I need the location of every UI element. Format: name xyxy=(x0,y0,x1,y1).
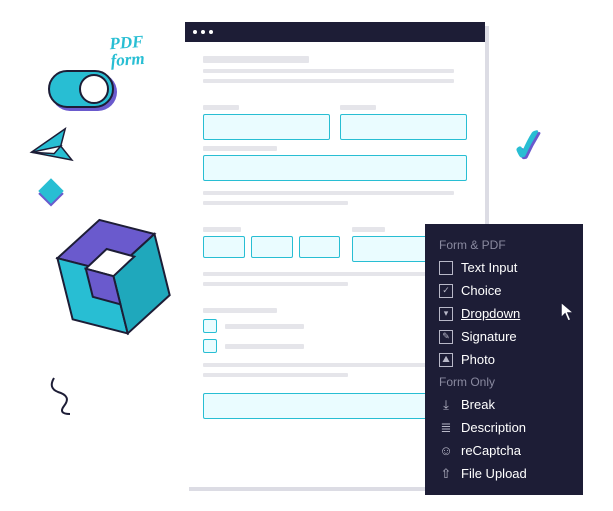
menu-item-label: Photo xyxy=(461,352,495,367)
diamond-decoration xyxy=(38,178,63,203)
skeleton-label xyxy=(203,308,277,313)
form-checkbox[interactable] xyxy=(203,319,217,333)
window-dot xyxy=(209,30,213,34)
checkmark-decoration: ✓ xyxy=(507,118,551,174)
menu-section-header: Form & PDF xyxy=(425,234,583,256)
menu-item-label: Break xyxy=(461,397,495,412)
paper-plane-decoration xyxy=(25,124,78,182)
skeleton-line xyxy=(203,191,454,195)
choice-icon: ✓ xyxy=(439,284,453,298)
file-upload-icon: ⇧ xyxy=(439,467,453,481)
skeleton-label xyxy=(340,105,376,110)
menu-item-label: Dropdown xyxy=(461,306,520,321)
window-titlebar xyxy=(185,22,485,42)
menu-item-recaptcha[interactable]: ☺ reCaptcha xyxy=(425,439,583,462)
skeleton-line xyxy=(203,363,454,367)
signature-icon: ✎ xyxy=(439,330,453,344)
menu-item-label: Choice xyxy=(461,283,501,298)
toggle-pill-decoration xyxy=(48,70,114,108)
recaptcha-icon: ☺ xyxy=(439,444,453,458)
skeleton-line xyxy=(203,79,454,83)
form-text-input[interactable] xyxy=(251,236,293,258)
menu-item-file-upload[interactable]: ⇧ File Upload xyxy=(425,462,583,485)
skeleton-label xyxy=(203,105,239,110)
cube-decoration xyxy=(34,196,195,368)
skeleton-label xyxy=(225,344,304,349)
dropdown-icon: ▾ xyxy=(439,307,453,321)
skeleton-label xyxy=(225,324,304,329)
form-text-input[interactable] xyxy=(299,236,341,258)
form-text-input[interactable] xyxy=(203,236,245,258)
menu-section-header: Form Only xyxy=(425,371,583,393)
skeleton-line xyxy=(203,69,454,73)
skeleton-heading xyxy=(203,56,309,63)
window-dot xyxy=(193,30,197,34)
form-text-input[interactable] xyxy=(203,114,330,140)
menu-item-text-input[interactable]: Text Input xyxy=(425,256,583,279)
menu-item-break[interactable]: ⤓ Break xyxy=(425,393,583,416)
window-dot xyxy=(201,30,205,34)
photo-icon: ⛰ xyxy=(439,353,453,367)
description-icon: ≣ xyxy=(439,421,453,435)
skeleton-line xyxy=(203,201,348,205)
mouse-cursor xyxy=(559,300,579,329)
menu-item-label: Signature xyxy=(461,329,517,344)
squiggle-decoration xyxy=(46,370,96,428)
menu-item-choice[interactable]: ✓ Choice xyxy=(425,279,583,302)
skeleton-label xyxy=(352,227,384,232)
menu-item-photo[interactable]: ⛰ Photo xyxy=(425,348,583,371)
skeleton-label xyxy=(203,146,277,151)
menu-item-description[interactable]: ≣ Description xyxy=(425,416,583,439)
break-icon: ⤓ xyxy=(439,398,453,412)
menu-item-label: reCaptcha xyxy=(461,443,521,458)
pdf-form-badge: PDF form xyxy=(109,33,145,69)
menu-item-label: Description xyxy=(461,420,526,435)
field-type-menu: Form & PDF Text Input ✓ Choice ▾ Dropdow… xyxy=(425,224,583,495)
menu-item-label: Text Input xyxy=(461,260,517,275)
text-input-icon xyxy=(439,261,453,275)
form-checkbox[interactable] xyxy=(203,339,217,353)
menu-item-label: File Upload xyxy=(461,466,527,481)
skeleton-label xyxy=(203,227,241,232)
form-text-input[interactable] xyxy=(340,114,467,140)
skeleton-line xyxy=(203,373,348,377)
toggle-knob-decoration xyxy=(79,74,109,104)
skeleton-line xyxy=(203,272,454,276)
skeleton-line xyxy=(203,282,348,286)
pdf-badge-line2: form xyxy=(110,49,145,70)
form-text-input[interactable] xyxy=(203,155,467,181)
